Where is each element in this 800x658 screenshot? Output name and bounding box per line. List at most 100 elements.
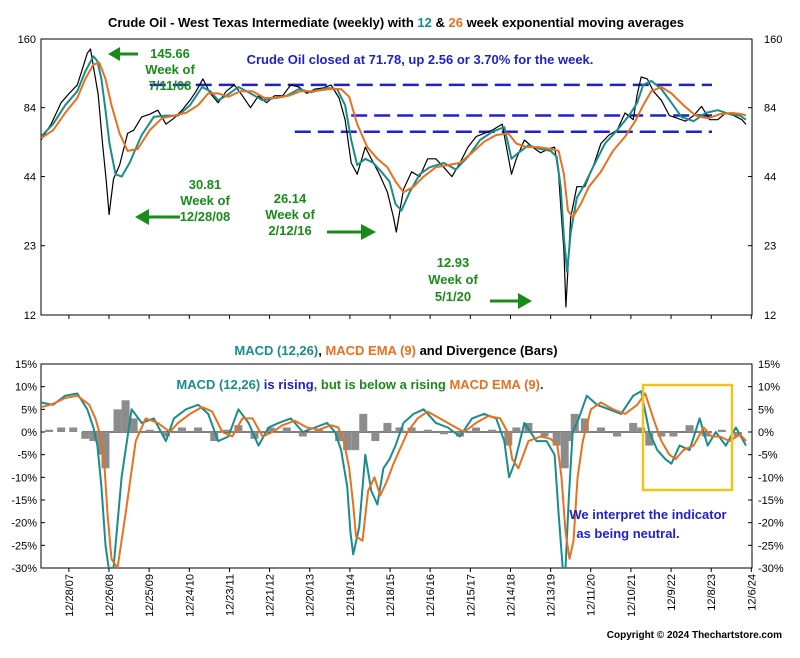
divergence-bar xyxy=(89,432,98,442)
macd-ytick-right-label: -5% xyxy=(758,450,778,462)
price-chart-frame xyxy=(40,38,753,316)
divergence-bar xyxy=(234,425,243,432)
xtick-label: 12/11/20 xyxy=(586,574,598,616)
price-series-ema26 xyxy=(41,61,747,219)
macd-ytick-right-label: -10% xyxy=(758,472,784,484)
divergence-bar xyxy=(564,432,573,442)
divergence-bar xyxy=(335,432,344,442)
xtick-label: 12/26/08 xyxy=(104,574,116,617)
divergence-bar xyxy=(455,432,464,437)
divergence-bar xyxy=(629,422,638,432)
divergence-bar xyxy=(472,427,481,432)
price-ytick-left-label: 12 xyxy=(24,310,36,322)
support-resistance-lines xyxy=(149,83,712,134)
divergence-bar xyxy=(343,432,352,451)
low-2020-label: Week of xyxy=(428,272,478,287)
divergence-bar xyxy=(69,427,78,432)
xtick-label: 12/25/09 xyxy=(144,574,156,617)
low-2008-label: Week of xyxy=(180,193,230,208)
divergence-bar xyxy=(439,432,448,435)
low-2008-date: 12/28/08 xyxy=(180,209,231,224)
xtick-label: 12/23/11 xyxy=(224,574,236,616)
macd-note: MACD (12,26) is rising, but is below a r… xyxy=(176,377,543,392)
divergence-bar xyxy=(266,427,275,432)
xtick-label: 12/21/12 xyxy=(265,574,277,617)
title-top-part-0: Crude Oil - West Texas Intermediate (wee… xyxy=(108,15,417,30)
price-ytick-right-label: 12 xyxy=(764,310,776,322)
peak-annotation: 145.66 Week of 7/11/08 xyxy=(108,46,195,93)
divergence-bar xyxy=(685,425,694,432)
title-top-part-4: week exponential moving averages xyxy=(463,15,684,30)
price-ytick-right-label: 44 xyxy=(764,172,776,184)
macd-ytick-left-label: 5% xyxy=(21,404,37,416)
title-top-part-3: 26 xyxy=(448,15,462,30)
divergence-bar xyxy=(717,429,726,432)
divergence-bar xyxy=(57,427,66,432)
divergence-bar xyxy=(657,432,666,437)
low-2016-value: 26.14 xyxy=(274,191,307,206)
price-ytick-left-label: 44 xyxy=(24,172,36,184)
xtick-label: 12/13/19 xyxy=(546,574,558,617)
divergence-bar xyxy=(552,432,561,446)
peak-date: 7/11/08 xyxy=(149,78,192,93)
macd-note-part-1: is rising xyxy=(260,377,314,392)
divergence-bar xyxy=(383,422,392,432)
macd-ytick-right-label: -20% xyxy=(758,518,784,530)
macd-ytick-left-label: 10% xyxy=(15,382,37,394)
low-2016-arrow-head xyxy=(361,224,376,240)
interpret-line-1: We interpret the indicator xyxy=(569,507,726,522)
macd-ytick-right-label: -15% xyxy=(758,495,784,507)
macd-ytick-right-label: -25% xyxy=(758,540,784,552)
divergence-bar xyxy=(570,413,579,432)
divergence-bar xyxy=(101,432,110,469)
price-series-lines xyxy=(41,48,747,308)
macd-ytick-right-label: -30% xyxy=(758,563,784,575)
xtick-label: 12/8/23 xyxy=(706,574,718,611)
title-top-part-2: & xyxy=(432,15,449,30)
price-chart-title: Crude Oil - West Texas Intermediate (wee… xyxy=(108,15,684,30)
low-2016-annotation: 26.14 Week of 2/12/16 xyxy=(265,191,376,240)
macd-ytick-right-label: 5% xyxy=(758,404,774,416)
divergence-bar xyxy=(733,432,742,437)
title-top-part-1: 12 xyxy=(417,15,431,30)
divergence-bar xyxy=(669,432,678,437)
interpret-line-2: as being neutral. xyxy=(576,526,679,541)
macd-chart-frame xyxy=(40,363,753,569)
divergence-bar xyxy=(407,427,416,432)
xtick-label: 12/6/24 xyxy=(746,574,758,611)
title-bot-part-0: MACD (12,26) xyxy=(234,343,318,358)
copyright: Copyright © 2024 Thechartstore.com xyxy=(607,630,782,641)
macd-series-ema9 xyxy=(41,392,747,568)
title-bot-part-2: MACD EMA (9) xyxy=(325,343,416,358)
macd-note-part-2: , but is below a rising xyxy=(314,377,450,392)
macd-ytick-left-label: -25% xyxy=(11,540,37,552)
divergence-bar xyxy=(298,432,307,437)
macd-ytick-left-label: -30% xyxy=(11,563,37,575)
macd-ytick-left-label: -5% xyxy=(17,450,37,462)
low-2020-date: 5/1/20 xyxy=(435,289,471,304)
divergence-bar xyxy=(560,432,569,469)
macd-series-lines xyxy=(41,390,747,568)
macd-y-ticks: 15% 15% 10% 10% 5% 5% 0% 0% -5% -5% -10% -10% -15% -1… xyxy=(11,359,784,575)
divergence-bar xyxy=(645,432,654,446)
divergence-bar xyxy=(580,418,589,432)
peak-arrow-head xyxy=(108,47,120,61)
low-2020-value: 12.93 xyxy=(437,255,470,270)
xtick-label: 12/14/18 xyxy=(505,574,517,617)
xtick-label: 12/19/14 xyxy=(345,574,357,617)
xtick-label: 12/10/21 xyxy=(626,574,638,617)
low-2008-arrow-head xyxy=(135,209,149,225)
price-ytick-right-label: 160 xyxy=(764,34,782,46)
macd-ytick-left-label: -10% xyxy=(11,472,37,484)
price-ytick-right-label: 23 xyxy=(764,241,776,253)
divergence-bar xyxy=(359,413,368,432)
macd-note-part-4: . xyxy=(540,377,544,392)
divergence-bar xyxy=(282,427,291,432)
title-bot-part-3: and Divergence (Bars) xyxy=(416,343,558,358)
xtick-label: 12/9/22 xyxy=(666,574,678,611)
low-2008-value: 30.81 xyxy=(189,177,222,192)
divergence-bar xyxy=(177,427,186,432)
low-2016-label: Week of xyxy=(265,207,315,222)
